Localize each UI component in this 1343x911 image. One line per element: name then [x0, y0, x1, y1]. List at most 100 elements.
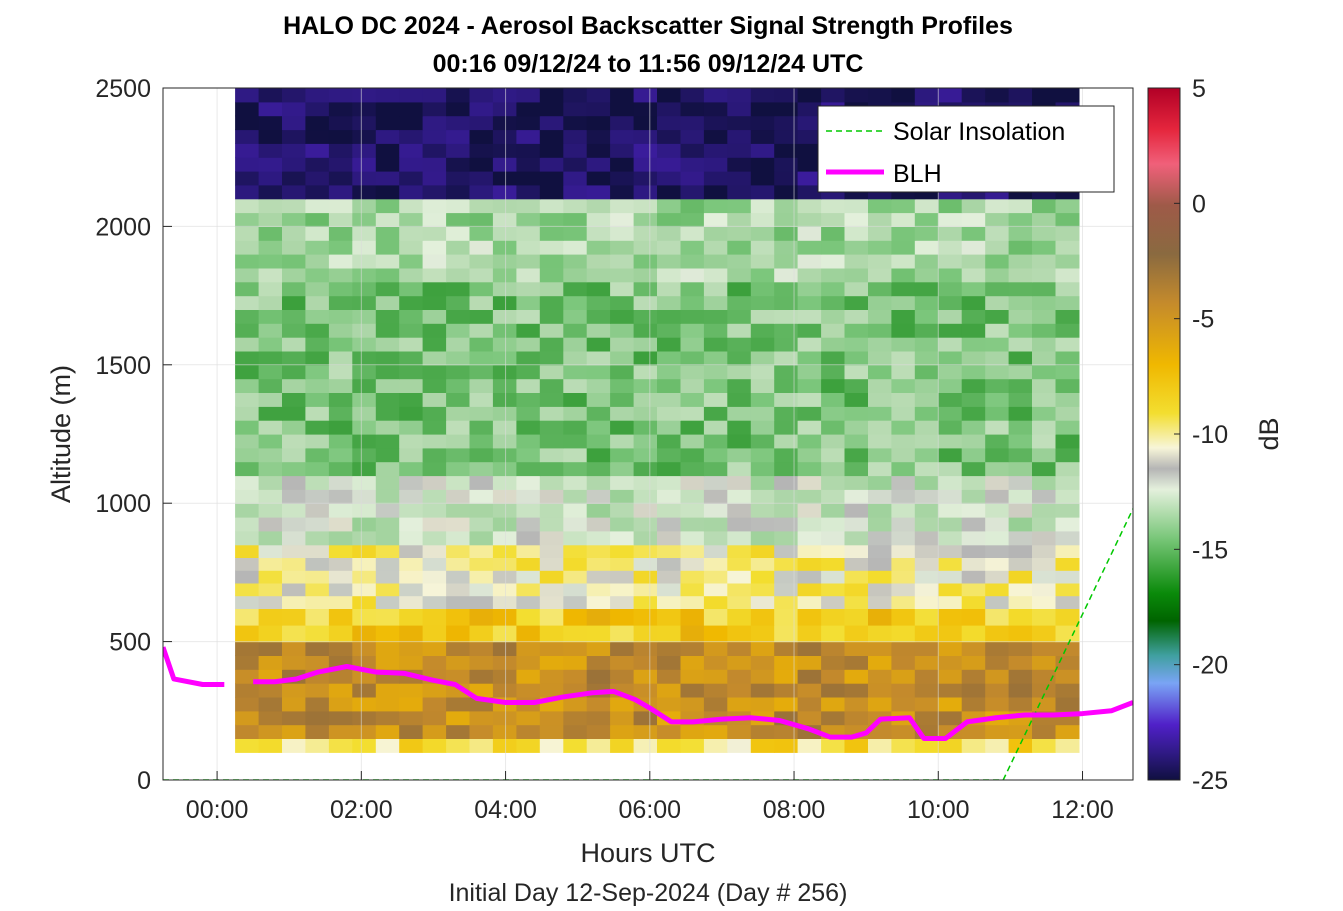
heatmap-cell	[399, 406, 424, 421]
heatmap-cell	[586, 517, 611, 532]
heatmap-cell	[282, 595, 306, 609]
heatmap-cell	[938, 655, 963, 670]
heatmap-cell	[352, 724, 377, 739]
heatmap-cell	[610, 420, 635, 435]
heatmap-cell	[914, 420, 939, 435]
heatmap-cell	[844, 198, 869, 214]
heatmap-cell	[446, 115, 471, 131]
heatmap-cell	[1032, 641, 1056, 656]
heatmap-cell	[797, 489, 822, 504]
heatmap-cell	[305, 226, 330, 241]
heatmap-cell	[563, 489, 588, 504]
heatmap-cell	[1008, 582, 1033, 597]
heatmap-cell	[563, 281, 588, 297]
heatmap-cell	[1055, 544, 1080, 558]
heatmap-cell	[868, 582, 892, 597]
heatmap-cell	[985, 683, 1010, 698]
heatmap-cell	[235, 115, 260, 131]
x-tick-label: 12:00	[1051, 796, 1114, 824]
heatmap-cell	[914, 544, 939, 558]
heatmap-cell	[352, 530, 377, 546]
heatmap-cell	[492, 738, 517, 753]
heatmap-cell	[586, 295, 611, 310]
heatmap-cell	[516, 364, 541, 380]
heatmap-cell	[633, 434, 658, 449]
heatmap-cell	[305, 254, 330, 269]
heatmap-cell	[914, 641, 939, 656]
heatmap-cell	[891, 378, 916, 393]
heatmap-cell	[328, 570, 353, 584]
heatmap-cell	[844, 461, 869, 477]
heatmap-cell	[375, 503, 400, 518]
heatmap-cell	[586, 364, 611, 380]
heatmap-cell	[844, 595, 869, 609]
heatmap-cell	[727, 655, 752, 670]
heatmap-cell	[539, 267, 564, 283]
heatmap-cell	[586, 226, 611, 241]
heatmap-cell	[539, 517, 564, 532]
heatmap-cell	[563, 669, 588, 684]
heatmap-cell	[469, 281, 494, 297]
heatmap-cell	[305, 489, 330, 504]
heatmap-cell	[282, 697, 306, 712]
heatmap-cell	[352, 697, 377, 712]
heatmap-cell	[399, 434, 424, 449]
heatmap-cell	[422, 406, 447, 421]
heatmap-cell	[539, 582, 564, 597]
heatmap-cell	[375, 254, 400, 269]
heatmap-cell	[305, 461, 330, 477]
heatmap-cell	[469, 669, 494, 684]
heatmap-cell	[961, 475, 986, 490]
heatmap-cell	[305, 475, 330, 490]
heatmap-cell	[399, 503, 424, 518]
heatmap-cell	[657, 267, 681, 283]
heatmap-cell	[1055, 309, 1080, 324]
heatmap-cell	[375, 489, 400, 504]
heatmap-cell	[750, 517, 775, 532]
heatmap-cell	[469, 570, 494, 584]
heatmap-cell	[469, 530, 494, 546]
heatmap-cell	[961, 281, 986, 297]
heatmap-cell	[774, 337, 799, 352]
heatmap-cell	[258, 267, 283, 283]
heatmap-cell	[586, 240, 611, 255]
heatmap-cell	[399, 309, 424, 324]
heatmap-cell	[610, 669, 635, 684]
heatmap-cell	[516, 281, 541, 297]
heatmap-cell	[539, 608, 564, 626]
heatmap-cell	[1055, 337, 1080, 352]
heatmap-cell	[914, 406, 939, 421]
heatmap-cell	[727, 475, 752, 490]
heatmap-cell	[258, 88, 283, 103]
colorbar-ticks: 50-5-10-15-20-25	[1174, 75, 1228, 795]
heatmap-cell	[1008, 406, 1033, 421]
heatmap-cell	[235, 129, 260, 144]
heatmap-cell	[492, 101, 517, 117]
heatmap-cell	[844, 226, 869, 241]
heatmap-cell	[352, 212, 377, 227]
heatmap-cell	[446, 530, 471, 546]
heatmap-cell	[891, 608, 916, 626]
heatmap-cell	[563, 88, 588, 103]
heatmap-cell	[1008, 570, 1033, 584]
heatmap-cell	[446, 710, 471, 726]
heatmap-cell	[399, 517, 424, 532]
heatmap-cell	[703, 582, 728, 597]
heatmap-cell	[258, 447, 283, 463]
heatmap-cell	[938, 503, 963, 518]
heatmap-cell	[328, 557, 353, 571]
heatmap-cell	[657, 570, 681, 584]
heatmap-cell	[282, 378, 306, 393]
heatmap-cell	[821, 88, 846, 103]
heatmap-cell	[1055, 683, 1080, 698]
heatmap-cell	[305, 101, 330, 117]
heatmap-cell	[610, 710, 635, 726]
heatmap-cell	[446, 254, 471, 269]
heatmap-cell	[328, 309, 353, 324]
heatmap-cell	[703, 669, 728, 684]
heatmap-cell	[516, 143, 541, 158]
heatmap-cell	[235, 724, 260, 739]
heatmap-cell	[352, 240, 377, 255]
heatmap-cell	[282, 364, 306, 380]
heatmap-cell	[328, 530, 353, 546]
